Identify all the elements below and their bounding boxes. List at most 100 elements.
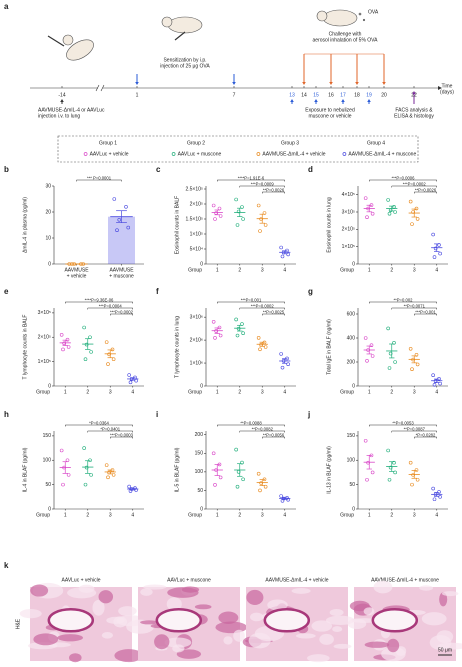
- tissue-texture: [223, 636, 233, 645]
- data-point: [431, 232, 435, 237]
- y-tick-label: 0: [48, 506, 51, 512]
- tissue-texture: [19, 608, 42, 619]
- histology-image: [242, 587, 355, 663]
- y-tick-label: 400: [347, 335, 356, 341]
- data-point: [387, 366, 392, 370]
- arrow-head: [232, 82, 236, 85]
- significance-bracket: [414, 313, 437, 316]
- x-tick-label: 1: [368, 389, 371, 395]
- data-point: [117, 218, 122, 222]
- significance-bracket: [369, 301, 437, 304]
- data-point: [431, 373, 435, 378]
- x-tick-label: 1: [368, 512, 371, 518]
- x-axis-label: Group: [36, 512, 50, 518]
- x-axis-label: Group: [188, 512, 202, 518]
- panel-letter: g: [308, 287, 313, 296]
- data-point: [211, 451, 216, 456]
- tissue-texture: [364, 641, 390, 648]
- x-axis-label: Group: [340, 267, 354, 273]
- data-point: [437, 243, 441, 247]
- x-tick-label: AAVMUSE: [64, 267, 89, 273]
- data-point: [88, 458, 92, 463]
- panel-letter: h: [4, 410, 9, 419]
- x-axis-label: Group: [340, 512, 354, 518]
- histology-image: [126, 584, 248, 661]
- y-tick-label: 0: [352, 506, 355, 512]
- data-point: [218, 214, 223, 218]
- y-tick-label: 20: [45, 209, 51, 215]
- y-tick-label: 0: [352, 383, 355, 389]
- panel-letter: f: [156, 287, 159, 296]
- y-tick-label: 50: [349, 482, 355, 488]
- y-tick-label: 1×10⁵: [342, 244, 355, 250]
- annotation: OVA: [368, 9, 379, 15]
- tissue-texture: [248, 632, 271, 649]
- data-point: [213, 483, 217, 487]
- significance-bracket: [217, 179, 285, 182]
- data-point: [370, 354, 375, 358]
- data-point: [411, 210, 415, 214]
- panel-letter: b: [4, 165, 9, 174]
- tissue-texture: [57, 634, 83, 642]
- tissue-texture: [114, 649, 144, 663]
- data-point: [438, 381, 442, 386]
- tissue-texture: [92, 599, 105, 616]
- data-point: [388, 465, 393, 470]
- significance-bracket: [110, 313, 133, 316]
- x-tick-label: 4: [283, 389, 286, 395]
- arrow-head: [135, 82, 139, 85]
- data-point: [438, 495, 442, 499]
- data-point: [438, 251, 442, 256]
- panel-letter: j: [307, 410, 310, 419]
- x-tick-label: 4: [283, 267, 286, 273]
- significance-label: **P=0.0056: [263, 432, 285, 437]
- significance-label: **P=0.0071: [404, 303, 426, 308]
- tissue-texture: [267, 599, 288, 611]
- x-tick-label: 1: [216, 267, 219, 273]
- data-point: [83, 357, 88, 361]
- data-point: [82, 446, 86, 450]
- tissue-texture: [333, 643, 352, 649]
- y-tick-label: 30: [45, 183, 51, 189]
- significance-bracket: [65, 301, 133, 304]
- data-point: [370, 211, 375, 216]
- data-point: [414, 352, 419, 357]
- data-point: [126, 225, 131, 230]
- y-tick-label: 3×10⁵: [38, 310, 51, 316]
- significance-bracket: [87, 307, 133, 310]
- annotation: ELISA & histology: [394, 113, 434, 119]
- data-point: [234, 317, 238, 322]
- data-point: [240, 460, 244, 465]
- annotation: injection i.v. to lung: [38, 113, 80, 119]
- x-axis-label: Group: [188, 267, 202, 273]
- significance-label: **P=0.0053: [392, 420, 414, 425]
- tissue-texture: [166, 597, 182, 611]
- y-tick-label: 1×10⁶: [190, 360, 203, 366]
- arrow-head: [329, 82, 333, 85]
- data-point: [236, 209, 241, 214]
- y-tick-label: 0: [352, 261, 355, 267]
- annotation: aerosol inhalation of 5% OVA: [313, 37, 379, 43]
- significance-bracket: [262, 313, 285, 316]
- day-label: 13: [289, 92, 295, 98]
- data-point: [363, 438, 368, 443]
- y-axis-label: Eosinophil counts in BALF: [174, 196, 180, 254]
- data-point: [241, 217, 245, 221]
- legend-box: [57, 135, 419, 163]
- significance-bracket: [262, 191, 285, 194]
- y-tick-label: 0: [200, 506, 203, 512]
- data-point: [258, 488, 262, 493]
- annotation: Challenge with: [329, 31, 362, 37]
- data-point: [84, 342, 89, 347]
- data-point: [66, 345, 71, 349]
- tissue-texture: [381, 646, 406, 662]
- tissue-texture: [250, 612, 264, 622]
- data-point: [386, 326, 390, 331]
- data-point: [432, 255, 437, 259]
- data-point: [279, 494, 283, 498]
- tissue-texture: [291, 587, 311, 594]
- data-point: [256, 336, 261, 340]
- x-tick-label: 2: [390, 267, 393, 273]
- data-point: [414, 468, 419, 472]
